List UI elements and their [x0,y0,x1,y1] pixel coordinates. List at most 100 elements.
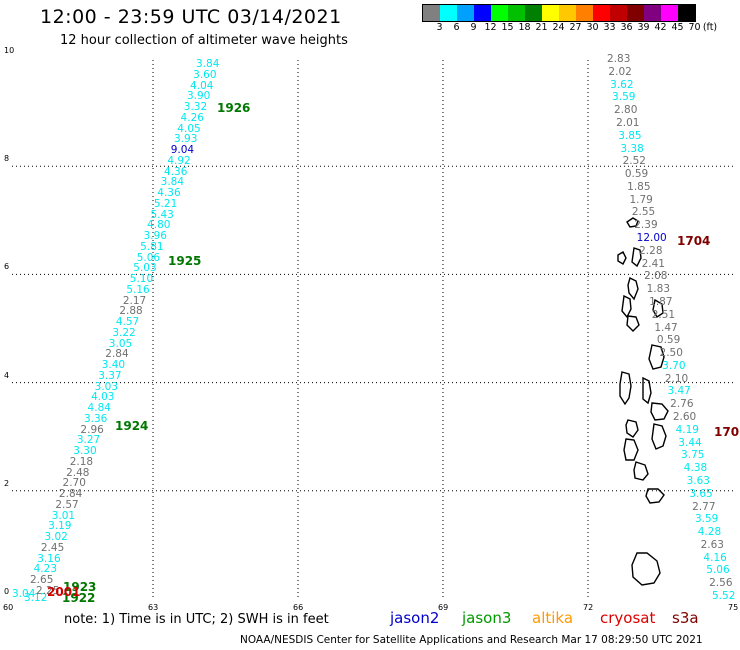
y-tick-label: 2 [4,478,10,488]
wave-height-label: 1.85 [627,180,651,193]
island-outline [625,419,639,438]
color-swatch [542,5,559,21]
wave-height-label: 3.30 [73,445,97,457]
wave-height-label: 1.87 [649,295,673,308]
wave-height-label: 1.47 [654,321,678,334]
x-tick-label: 60 [3,603,14,612]
color-scale-unit: (ft) [702,22,718,33]
wave-height-label: 4.84 [87,402,111,414]
wave-height-label: 4.38 [683,462,708,475]
x-tick-label: 69 [438,603,449,612]
color-swatch [559,5,576,21]
color-swatch [491,5,508,21]
wave-height-label: 2.08 [644,270,668,283]
wave-height-label: 5.21 [153,197,178,210]
wave-height-label: 3.19 [48,520,72,533]
wave-height-label: 2.51 [651,308,676,321]
wave-height-label: 4.16 [703,551,727,564]
wave-height-label: 2.10 [664,372,689,385]
color-scale-tick: 27 [569,22,582,33]
wave-height-label: 3.96 [143,230,167,242]
wave-height-label: 3.01 [51,509,76,522]
color-swatch [661,5,678,21]
wave-height-label: 2.96 [80,423,104,436]
color-scale-tick: 6 [453,22,460,33]
wave-height-label: 5.43 [150,208,174,221]
wave-height-label: 3.37 [98,369,122,382]
island-outline [650,402,669,421]
island-outline [651,423,667,450]
color-scale-tick: 12 [484,22,497,33]
wave-height-label: 2.41 [641,257,665,270]
wave-height-label: 3.93 [174,133,198,146]
color-scale-tick: 18 [518,22,531,33]
color-swatch [474,5,491,21]
wave-height-label: 2.25 [36,585,60,597]
wave-height-label: 2.01 [616,116,640,129]
pass-time-label: 1704 [677,234,711,248]
x-tick-label: 75 [728,603,739,612]
wave-height-label: 4.28 [697,526,722,539]
color-swatch [457,5,474,21]
wave-height-label: 2.39 [634,219,658,232]
wave-height-label: 3.22 [112,326,136,339]
wave-height-label: 3.84 [196,58,220,70]
pass-time-label: 1922 [62,591,96,605]
pass-time-label: 170 [714,425,740,439]
color-swatch [610,5,627,21]
wave-height-label: 0.59 [656,334,681,347]
color-swatch [627,5,644,21]
island-outline [617,251,627,265]
island-outline [626,315,640,332]
wave-height-label: 3.02 [44,531,68,543]
wave-height-label: 12.00 [636,232,667,244]
footer-credit: NOAA/NESDIS Center for Satellite Applica… [240,634,703,646]
wave-height-label: 3.90 [186,90,211,103]
island-outline [631,552,661,586]
wave-height-label: 5.06 [706,564,730,577]
island-outline [648,344,665,370]
island-outline [621,294,632,319]
wave-height-label: 0.59 [624,168,649,181]
color-scale-tick: 15 [501,22,514,33]
wave-height-label: 4.23 [33,563,58,576]
wave-height-label: 4.03 [91,391,115,404]
color-swatch [644,5,661,21]
y-tick-label: 0 [4,587,10,596]
wave-height-label: 5.52 [712,590,736,602]
wave-height-label: 3.36 [83,412,108,425]
island-outline [642,376,652,405]
wave-height-label: 4.19 [675,423,699,436]
wave-height-label: 3.84 [160,176,185,189]
wave-height-label: 2.63 [700,538,724,551]
color-scale-tick: 45 [671,22,684,33]
y-tick-label: 4 [4,370,10,380]
color-swatch [423,5,440,21]
wave-height-label: 3.03 [94,380,119,393]
x-tick-label: 66 [293,603,304,612]
wave-height-label: 3.32 [183,101,208,113]
wave-height-label: 2.84 [105,348,129,361]
wave-height-label: 1.83 [646,283,671,296]
pass-time-label: 1926 [217,101,251,115]
satellite-legend-jason2: jason2 [390,609,440,627]
wave-height-label: 3.12 [24,592,48,604]
satellite-legend-altika: altika [532,609,574,627]
color-scale-tick: 39 [637,22,650,33]
x-tick-label: 63 [148,603,159,612]
island-outline [652,298,664,318]
wave-height-label: 2.57 [55,498,79,511]
wave-height-label: 4.26 [180,111,204,124]
wave-height-label: 2.84 [58,488,83,500]
wave-height-label: 4.36 [157,187,181,199]
wave-height-label: 4.04 [190,79,214,92]
island-outline [619,371,632,406]
pass-time-label: 2001 [47,585,81,599]
island-outline [627,276,639,301]
color-swatch [525,5,542,21]
wave-height-label: 4.57 [115,316,140,328]
wave-height-label: 2.17 [122,294,147,307]
satellite-legend-jason3: jason3 [462,609,512,627]
wave-height-label: 4.92 [167,154,191,167]
